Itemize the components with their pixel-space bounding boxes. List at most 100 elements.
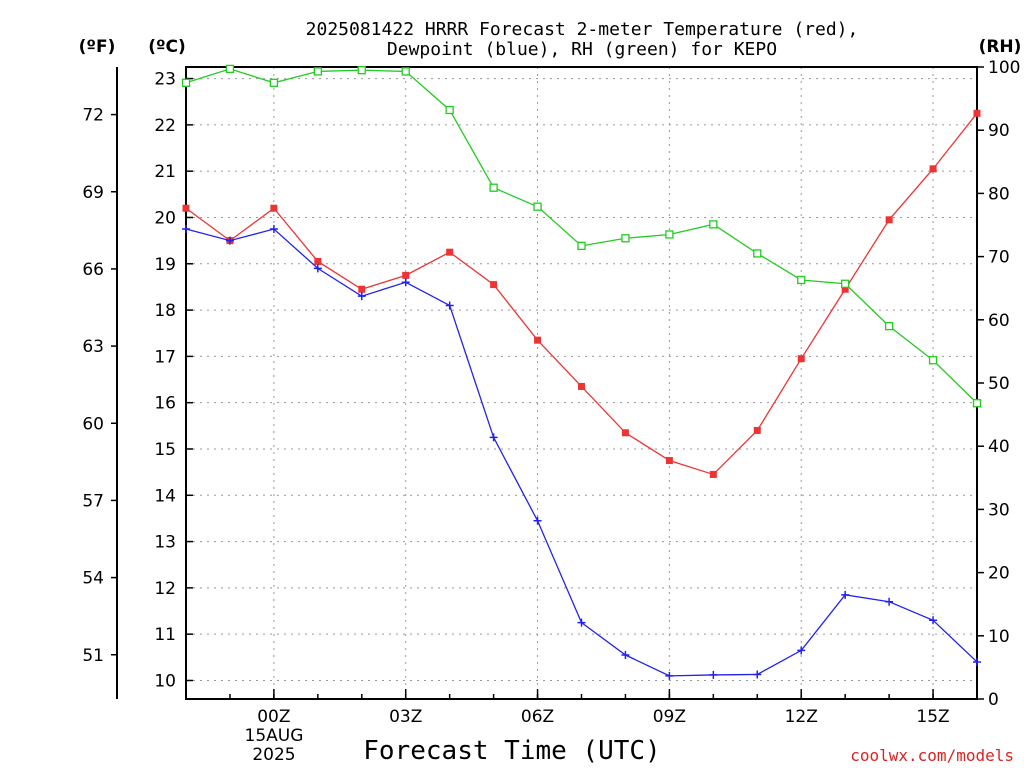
rh-series-line [185, 68, 978, 404]
rh-point [709, 220, 718, 229]
dewpoint-point [621, 651, 630, 660]
temperature-point [709, 470, 717, 478]
dewpoint-point [269, 225, 278, 234]
temperature-point [841, 285, 849, 293]
dewpoint-point [313, 264, 322, 273]
celsius-tick-label: 12 [154, 579, 176, 599]
temperature-point [797, 355, 805, 363]
temperature-point [621, 429, 629, 437]
fahrenheit-tick-label: 60 [82, 414, 104, 434]
dewpoint-point [709, 670, 718, 679]
rh-point [313, 67, 322, 76]
temperature-series-line [185, 112, 978, 476]
rh-point [665, 230, 674, 239]
dewpoint-point [182, 225, 190, 234]
fahrenheit-tick-label: 54 [82, 569, 104, 589]
temperature-point [665, 457, 673, 465]
x-axis-title: Forecast Time (UTC) [363, 736, 660, 766]
rh-tick-label: 30 [988, 500, 1010, 520]
rh-tick-label: 80 [988, 184, 1010, 204]
celsius-tick-label: 13 [154, 533, 176, 553]
dewpoint-point [489, 433, 498, 442]
rh-point [181, 78, 191, 87]
time-tick-label: 06Z [521, 707, 554, 727]
rh-tick-label: 10 [988, 627, 1010, 647]
celsius-tick-label: 20 [154, 208, 176, 228]
rh-tick-label: 20 [988, 564, 1010, 584]
fahrenheit-tick-label: 72 [82, 106, 104, 126]
temperature-point [929, 165, 937, 173]
celsius-tick-label: 22 [154, 116, 176, 136]
chart-title-line1: 2025081422 HRRR Forecast 2-meter Tempera… [306, 19, 859, 40]
temperature-point [885, 216, 893, 224]
rh-point [445, 105, 454, 115]
rh-tick-label: 70 [988, 248, 1010, 268]
dewpoint-point [973, 657, 981, 666]
rh-point [928, 356, 938, 365]
fahrenheit-tick-label: 57 [82, 491, 104, 511]
rh-tick-label: 60 [988, 311, 1010, 331]
celsius-tick-label: 10 [154, 671, 176, 691]
temperature-point [490, 281, 498, 289]
date-label-year: 2025 [252, 745, 295, 765]
credit-label: coolwx.com/models [850, 746, 1014, 765]
rh-point [225, 64, 235, 74]
fahrenheit-tick-label: 69 [82, 183, 104, 203]
fahrenheit-tick-label: 66 [82, 260, 104, 280]
chart-title-line2: Dewpoint (blue), RH (green) for KEPO [387, 39, 777, 60]
fahrenheit-axis: 51 54 57 60 63 66 69 72 [82, 106, 117, 666]
celsius-axis: 10 11 12 13 14 15 16 17 18 19 20 21 22 23 [154, 70, 193, 691]
temperature-point [578, 382, 585, 390]
celsius-tick-label: 18 [154, 301, 176, 321]
dewpoint-point [577, 618, 586, 627]
rh-point [269, 78, 279, 87]
rh-tick-label: 90 [988, 121, 1010, 141]
dewpoint-point [533, 516, 542, 525]
rh-tick-label: 50 [988, 374, 1010, 394]
dewpoint-point [797, 646, 806, 655]
temperature-point [182, 204, 190, 212]
fahrenheit-tick-label: 51 [82, 646, 104, 666]
temperature-point [314, 257, 322, 265]
rh-axis: 0 10 20 30 40 50 60 70 80 90 100 [977, 58, 1020, 710]
celsius-unit-label: (ºC) [148, 37, 186, 57]
celsius-tick-label: 11 [154, 625, 176, 645]
time-tick-label: 12Z [785, 707, 818, 727]
rh-point [533, 202, 542, 211]
rh-point [357, 66, 366, 75]
celsius-tick-label: 15 [154, 440, 176, 460]
time-tick-label: 00Z [257, 707, 290, 727]
rh-point [753, 249, 762, 258]
rh-tick-label: 100 [988, 58, 1020, 78]
dewpoint-point [401, 278, 410, 287]
date-label-day: 15AUG [245, 726, 304, 746]
rh-point [841, 279, 850, 288]
temperature-point [534, 336, 542, 344]
temperature-point [446, 248, 454, 256]
celsius-tick-label: 21 [154, 162, 176, 182]
time-tick-label: 09Z [653, 707, 686, 727]
dewpoint-point [885, 597, 894, 606]
celsius-tick-label: 14 [154, 486, 176, 506]
fahrenheit-unit-label: (ºF) [79, 37, 116, 57]
rh-point [577, 241, 586, 251]
time-tick-label: 15Z [916, 707, 949, 727]
fahrenheit-tick-label: 63 [82, 337, 104, 357]
celsius-tick-label: 19 [154, 255, 176, 275]
dewpoint-point [665, 671, 674, 680]
dewpoint-point [225, 236, 234, 245]
temperature-point [973, 109, 981, 117]
series-layer [181, 64, 982, 680]
celsius-tick-label: 17 [154, 347, 176, 367]
grid-lines [186, 67, 977, 699]
rh-tick-label: 0 [988, 690, 999, 710]
celsius-tick-label: 23 [154, 70, 176, 90]
temperature-point [402, 271, 410, 279]
dewpoint-point [357, 292, 366, 301]
dewpoint-point [929, 616, 938, 625]
rh-point [401, 67, 410, 76]
rh-tick-label: 40 [988, 437, 1010, 457]
rh-point [797, 275, 806, 285]
time-tick-label: 03Z [389, 707, 422, 727]
